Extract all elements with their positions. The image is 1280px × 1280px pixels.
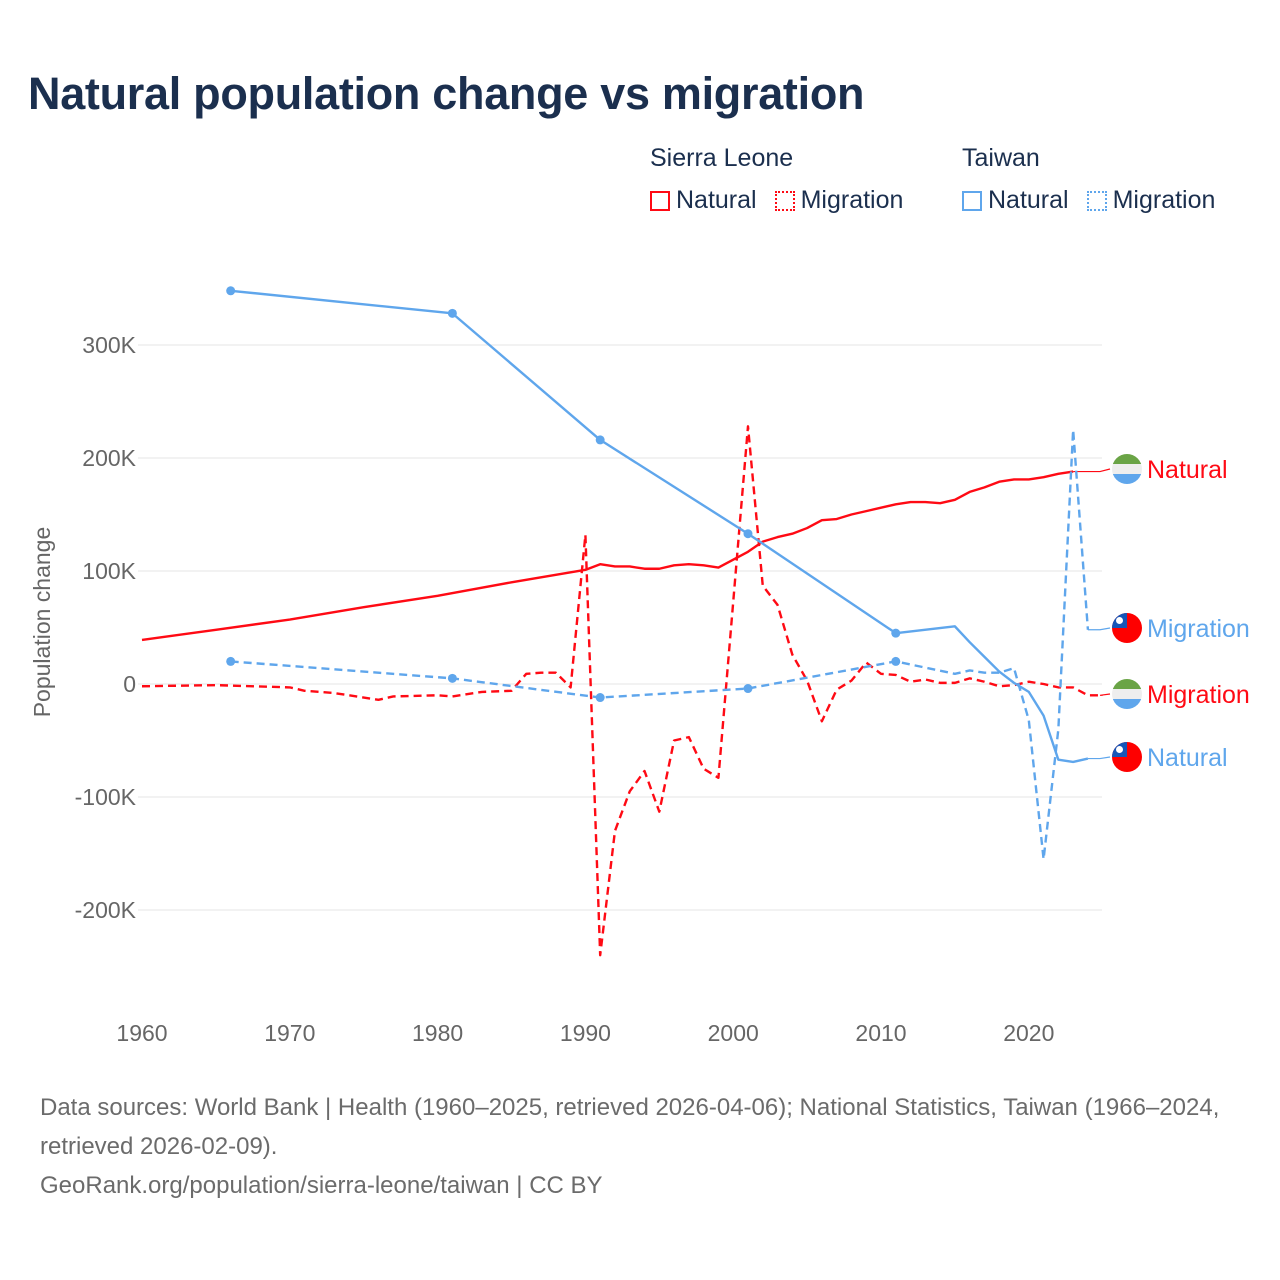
label-connector xyxy=(1073,468,1111,473)
legend-item-taiwan-natural[interactable]: Natural xyxy=(962,186,1069,215)
x-tick-label: 1960 xyxy=(116,1020,167,1046)
data-point xyxy=(891,628,901,638)
legend-group-taiwan: Taiwan Natural Migration xyxy=(962,144,1215,215)
flag-sun xyxy=(1116,617,1123,624)
legend-item-taiwan-migration[interactable]: Migration xyxy=(1086,186,1216,215)
x-tick-label: 1970 xyxy=(264,1020,315,1046)
data-sources: Data sources: World Bank | Health (1960–… xyxy=(40,1094,1220,1160)
data-point xyxy=(743,684,753,694)
legend-group-sierra-leone: Sierra Leone Natural Migration xyxy=(650,144,903,215)
flag xyxy=(1112,613,1142,643)
flag-stripe-white xyxy=(1112,464,1142,474)
series-end-label: Migration xyxy=(1147,681,1250,709)
x-tick-label: 2020 xyxy=(1003,1020,1054,1046)
legend-group-title: Taiwan xyxy=(962,144,1040,172)
taiwan-flag-icon xyxy=(1112,742,1142,772)
legend-label: Natural xyxy=(676,186,757,214)
flag-stripe-blue xyxy=(1112,474,1142,484)
flag-stripe-green xyxy=(1112,454,1142,464)
series-end-label: Natural xyxy=(1147,744,1228,772)
flag xyxy=(1112,454,1142,484)
y-axis-label: Population change xyxy=(29,527,55,718)
series-line-sierra-leone-natural xyxy=(141,470,1074,642)
series-line-taiwan-natural xyxy=(230,289,1089,764)
data-point xyxy=(226,656,236,666)
label-connector xyxy=(1087,627,1111,631)
series-end-label: Migration xyxy=(1147,615,1250,643)
series-line-sierra-leone-migration xyxy=(141,425,1103,957)
y-tick-label: 300K xyxy=(82,332,136,358)
y-tick-label: -200K xyxy=(75,897,137,923)
flag xyxy=(1112,742,1142,772)
y-tick-label: -100K xyxy=(75,784,137,810)
legend-item-sierra-leone-migration[interactable]: Migration xyxy=(774,186,904,215)
flag-stripe-white xyxy=(1112,689,1142,699)
flag-stripe-blue xyxy=(1112,699,1142,709)
x-tick-label: 2010 xyxy=(855,1020,906,1046)
data-point xyxy=(891,656,901,666)
legend-swatch-dotted xyxy=(774,190,795,211)
label-connector xyxy=(1099,693,1111,696)
legend-label: Migration xyxy=(800,186,904,214)
legend-swatch-dotted xyxy=(1086,190,1107,211)
legend-item-sierra-leone-natural[interactable]: Natural xyxy=(650,186,757,215)
legend-swatch-solid xyxy=(650,190,670,211)
series-end-label: Natural xyxy=(1147,456,1228,484)
x-tick-label: 1980 xyxy=(412,1020,463,1046)
legend-swatch-solid xyxy=(962,190,982,211)
data-point xyxy=(447,308,457,318)
credit-link[interactable]: GeoRank.org/population/sierra-leone/taiw… xyxy=(40,1172,603,1199)
data-point xyxy=(743,529,753,539)
x-tick-label: 1990 xyxy=(560,1020,611,1046)
legend-label: Migration xyxy=(1112,186,1216,214)
taiwan-flag-icon xyxy=(1112,613,1142,643)
y-tick-label: 100K xyxy=(82,558,136,584)
data-point xyxy=(447,673,457,683)
flag-sun xyxy=(1116,746,1123,753)
data-point xyxy=(595,693,605,703)
data-point xyxy=(226,286,236,296)
chart-title: Natural population change vs migration xyxy=(28,68,865,119)
sierra-leone-flag-icon xyxy=(1112,454,1142,484)
legend-group-title: Sierra Leone xyxy=(650,144,794,172)
series-line-taiwan-migration xyxy=(230,428,1090,861)
flag xyxy=(1112,679,1142,709)
flag-stripe-green xyxy=(1112,679,1142,689)
footer: Data sources: World Bank | Health (1960–… xyxy=(40,1088,1250,1205)
legend-label: Natural xyxy=(988,186,1069,214)
y-tick-label: 200K xyxy=(82,445,136,471)
y-tick-label: 0 xyxy=(123,671,136,697)
data-point xyxy=(595,435,605,445)
x-tick-label: 2000 xyxy=(708,1020,759,1046)
sierra-leone-flag-icon xyxy=(1112,679,1142,709)
label-connector xyxy=(1087,756,1111,760)
